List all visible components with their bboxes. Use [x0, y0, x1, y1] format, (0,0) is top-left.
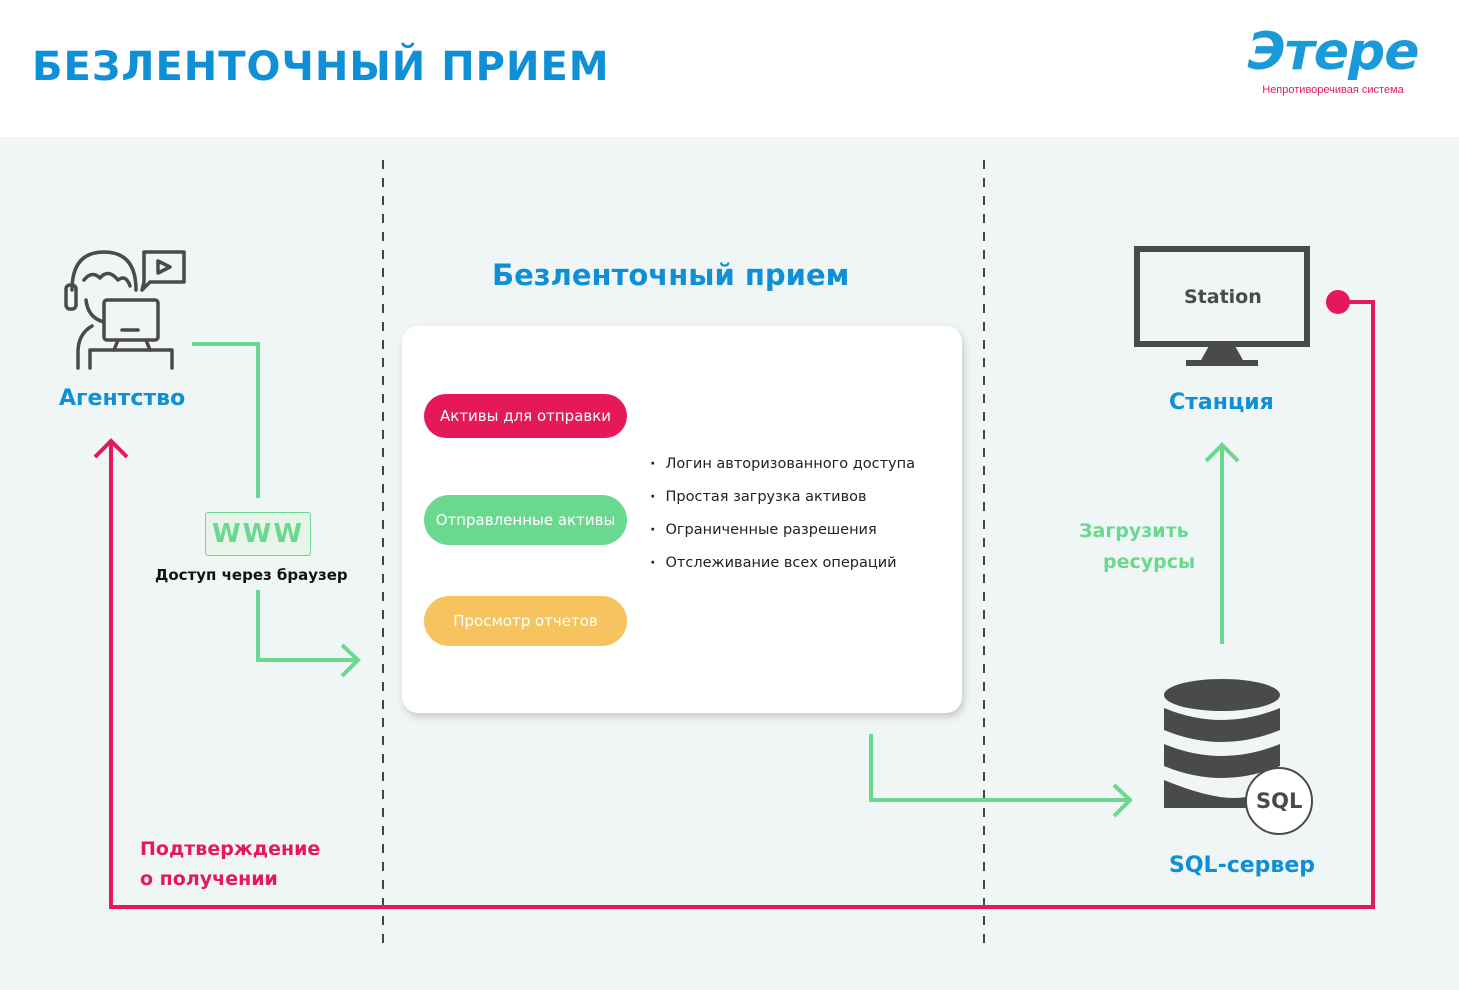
station-label: Станция	[1169, 390, 1274, 415]
feature-list: Логин авторизованного доступа Простая за…	[650, 456, 916, 588]
arrow-agency-to-card	[256, 590, 356, 662]
logo-mark: Этере	[1247, 22, 1419, 82]
logo: Этере Непротиворечивая система	[1243, 22, 1423, 96]
center-title: Безленточный прием	[492, 258, 850, 292]
headset-agent-icon	[64, 250, 186, 370]
header: БЕЗЛЕНТОЧНЫЙ ПРИЕМ Этере Непротиворечива…	[0, 0, 1459, 137]
www-badge: WWW	[205, 512, 311, 556]
sql-badge: SQL	[1256, 789, 1303, 813]
feature-item: Логин авторизованного доступа	[650, 456, 916, 489]
pill-sent-assets[interactable]: Отправленные активы	[424, 495, 627, 545]
tapeless-card: Активы для отправки Отправленные активы …	[402, 326, 962, 713]
arrowhead-card	[340, 643, 361, 678]
confirmation-label-line1: Подтверждение	[140, 838, 321, 860]
upload-label-line1: Загрузить	[1079, 520, 1189, 542]
feature-item: Простая загрузка активов	[650, 489, 915, 522]
feature-item: Ограниченные разрешения	[650, 522, 915, 555]
pill-view-reports[interactable]: Просмотр отчетов	[424, 596, 627, 646]
station-screen-text: Station	[1184, 286, 1262, 308]
database-icon	[1164, 679, 1313, 835]
confirmation-start-dot	[1326, 290, 1350, 314]
arrowhead-agency	[93, 438, 129, 459]
pill-assets-to-send[interactable]: Активы для отправки	[424, 394, 627, 438]
arrow-card-to-sql	[869, 734, 1128, 802]
sql-server-label: SQL-сервер	[1169, 853, 1315, 878]
browser-access-caption: Доступ через браузер	[155, 566, 348, 584]
feature-item: Отслеживание всех операций	[650, 555, 915, 588]
arrow-agency-to-card-top	[192, 342, 260, 498]
page-title: БЕЗЛЕНТОЧНЫЙ ПРИЕМ	[32, 44, 610, 90]
arrowhead-station	[1204, 442, 1240, 463]
upload-label-line2: ресурсы	[1103, 551, 1196, 573]
arrowhead-sql	[1112, 783, 1133, 818]
monitor-icon	[1134, 246, 1310, 366]
arrow-confirmation	[109, 300, 1375, 909]
agency-label: Агентство	[59, 386, 186, 411]
confirmation-label-line2: о получении	[140, 868, 278, 890]
logo-tagline: Непротиворечивая система	[1262, 84, 1404, 96]
